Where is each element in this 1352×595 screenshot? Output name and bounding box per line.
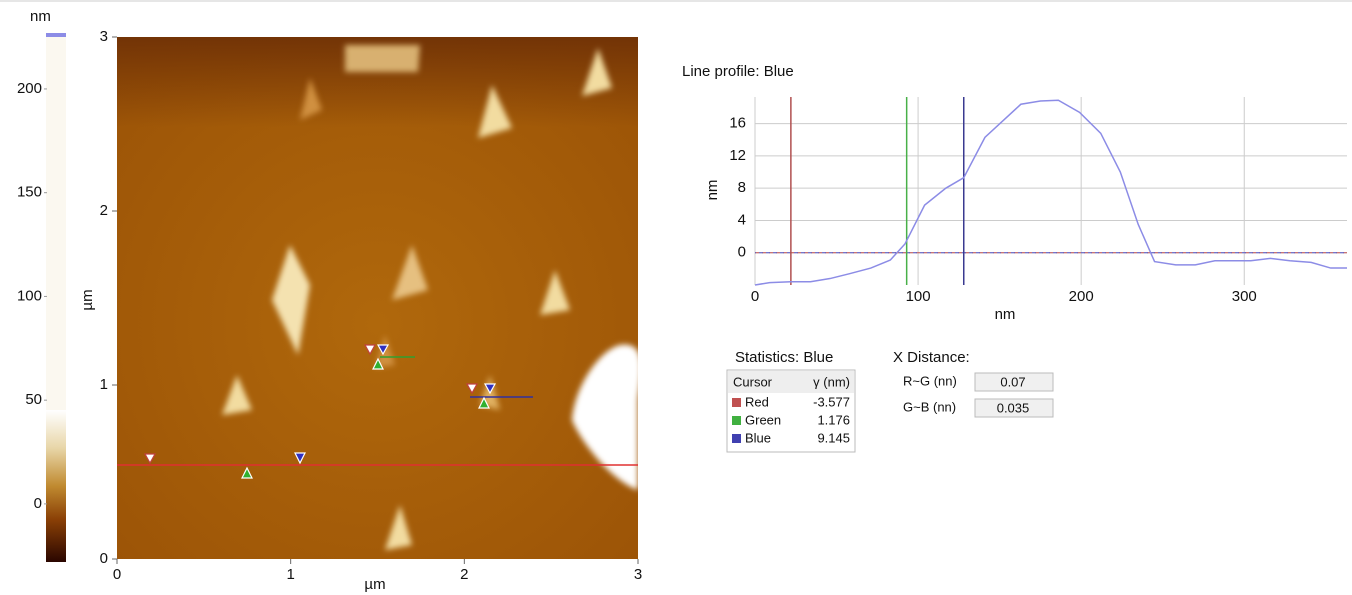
chart-title: Line profile: Blue	[682, 63, 794, 80]
stats-name: Blue	[745, 430, 771, 445]
y-tick-label: 16	[729, 115, 746, 132]
y-tick-label: 3	[100, 28, 108, 45]
stats-name: Red	[745, 394, 769, 409]
xdist-title: X Distance:	[893, 349, 970, 366]
x-tick-label: 100	[906, 288, 931, 305]
x-tick-label: 3	[634, 566, 642, 583]
stats-header-cell: Cursor	[733, 374, 773, 389]
y-tick-label: 4	[738, 211, 746, 228]
y-tick-label: 12	[729, 147, 746, 164]
y-axis-label: µm	[79, 289, 96, 310]
x-tick-label: 300	[1232, 288, 1257, 305]
y-tick-label: 8	[738, 179, 746, 196]
stats-header-cell: γ (nm)	[813, 374, 850, 389]
x-tick-label: 2	[460, 566, 468, 583]
stats-value: -3.577	[813, 394, 850, 409]
profile-line	[754, 99, 1347, 286]
stats-value: 1.176	[817, 412, 850, 427]
stats-name: Green	[745, 412, 781, 427]
x-tick-label: 1	[286, 566, 294, 583]
stats-value: 9.145	[817, 430, 850, 445]
x-tick-label: 0	[113, 566, 121, 583]
afm-image	[117, 37, 642, 559]
xdist-label: R~G (nn)	[903, 373, 957, 388]
x-tick-label: 0	[751, 288, 759, 305]
colorbar-label: nm	[30, 8, 51, 25]
y-tick-label: 1	[100, 376, 108, 393]
stats-title: Statistics: Blue	[735, 349, 833, 366]
colorbar-tick-label: 150	[17, 184, 42, 201]
stats-header	[728, 371, 854, 393]
xdist-box	[974, 398, 1054, 418]
xdist-box	[974, 372, 1054, 392]
x-tick-label: 200	[1069, 288, 1094, 305]
colorbar-tick-label: 50	[25, 391, 42, 408]
y-tick-label: 2	[100, 202, 108, 219]
colorbar-top	[46, 35, 66, 410]
colorbar	[46, 410, 66, 562]
y-axis-label: nm	[704, 180, 721, 201]
swatch	[732, 434, 741, 443]
xdist-value: 0.035	[997, 400, 1030, 415]
x-axis-label: µm	[364, 576, 385, 593]
xdist-value: 0.07	[1000, 374, 1025, 389]
colorbar-tick-label: 100	[17, 287, 42, 304]
colorbar-tick-label: 0	[34, 495, 42, 512]
y-tick-label: 0	[100, 550, 108, 567]
colorbar-tick-label: 200	[17, 80, 42, 97]
colorbar-marker	[46, 33, 66, 37]
y-tick-label: 0	[738, 244, 746, 261]
swatch	[732, 416, 741, 425]
xdist-label: G~B (nn)	[903, 399, 956, 414]
swatch	[732, 398, 741, 407]
x-axis-label: nm	[995, 306, 1016, 323]
